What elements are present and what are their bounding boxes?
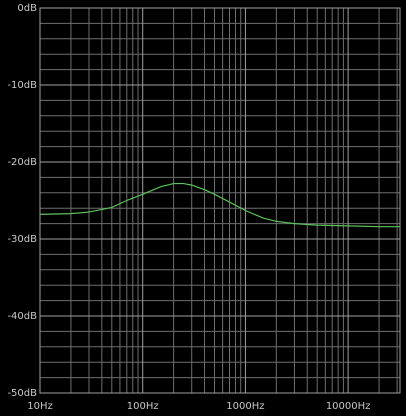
response-curve bbox=[39, 182, 400, 228]
plot-frame bbox=[39, 7, 401, 394]
y-tick-label: -20dB bbox=[7, 157, 37, 168]
y-tick-label: 0dB bbox=[17, 3, 37, 14]
y-tick-label: -10dB bbox=[7, 80, 37, 91]
x-tick-label: 10Hz bbox=[27, 401, 53, 412]
y-tick-label: -50dB bbox=[7, 388, 37, 399]
x-tick-label: 10000Hz bbox=[326, 401, 371, 412]
y-tick-label: -30dB bbox=[7, 234, 37, 245]
x-tick-label: 1000Hz bbox=[226, 401, 264, 412]
y-tick-label: -40dB bbox=[7, 311, 37, 322]
x-tick-label: 100Hz bbox=[127, 401, 159, 412]
